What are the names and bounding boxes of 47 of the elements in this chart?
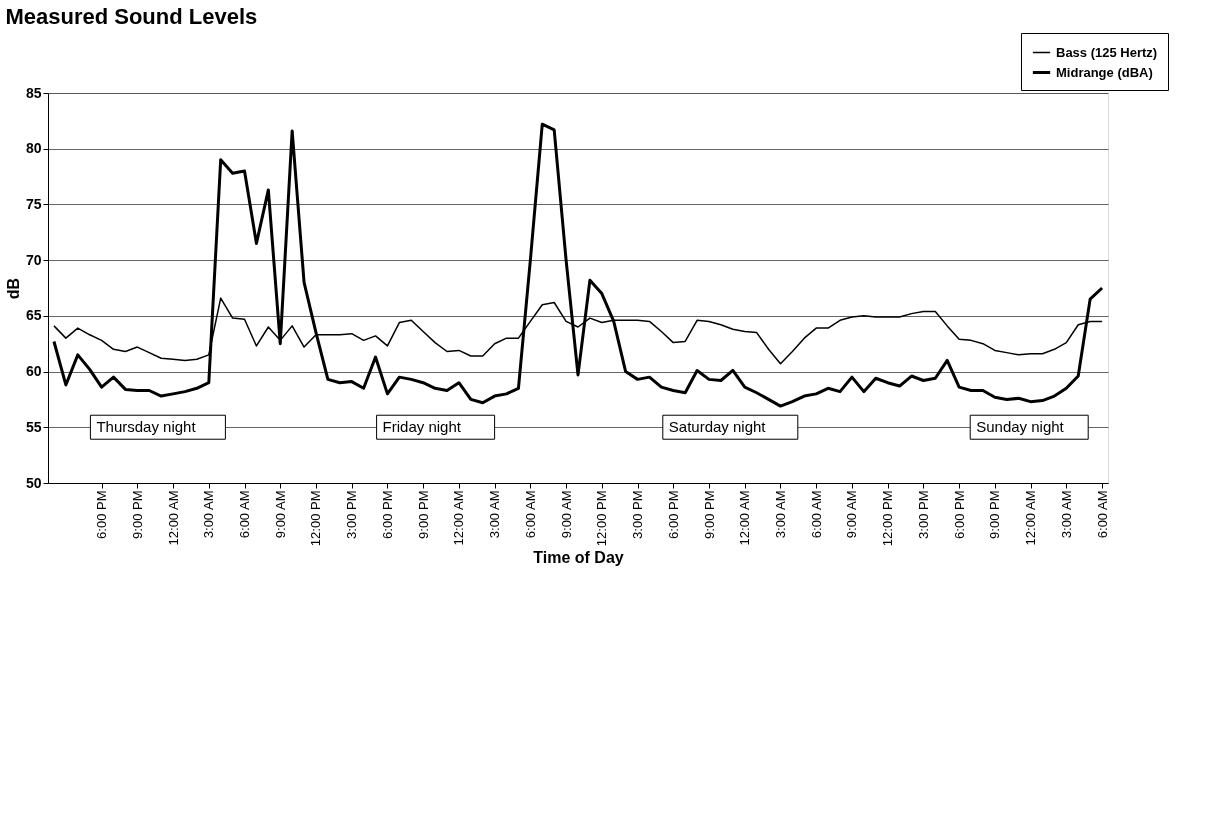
annotation: Sunday night — [976, 418, 1065, 436]
x-tick-label: 3:00 AM — [487, 490, 503, 539]
x-tick-label: 12:00 AM — [165, 490, 181, 546]
x-tick-label: 9:00 PM — [987, 490, 1003, 539]
x-axis-title: Time of Day — [533, 549, 624, 567]
x-tick-label: 9:00 PM — [415, 490, 431, 539]
y-tick-label: 60 — [25, 363, 42, 380]
x-tick-label: 12:00 AM — [451, 490, 467, 546]
x-tick-label: 12:00 AM — [1023, 490, 1039, 546]
x-tick-label: 9:00 AM — [558, 490, 574, 539]
annotation: Saturday night — [668, 418, 767, 436]
y-tick-label: 65 — [25, 307, 42, 324]
x-tick-label: 12:00 PM — [880, 490, 896, 547]
y-tick-label: 70 — [25, 251, 42, 268]
x-tick-label: 12:00 PM — [594, 490, 610, 547]
line-series — [52, 122, 1104, 408]
x-tick-label: 6:00 AM — [237, 490, 253, 539]
x-tick-label: 9:00 PM — [129, 490, 145, 539]
x-tick-label: 3:00 AM — [772, 490, 788, 539]
x-tick-label: 3:00 PM — [915, 490, 931, 539]
x-tick-label: 6:00 AM — [1094, 490, 1110, 539]
x-tick-label: 6:00 PM — [665, 490, 681, 539]
annotation: Thursday night — [96, 418, 197, 436]
y-axis-title: dB — [4, 277, 22, 300]
x-tick-label: 3:00 PM — [630, 490, 646, 539]
x-tick-label: 9:00 PM — [701, 490, 717, 539]
x-tick-label: 3:00 PM — [344, 490, 360, 539]
annotation: Friday night — [382, 418, 462, 436]
x-tick-label: 6:00 AM — [808, 490, 824, 539]
x-tick-label: 6:00 PM — [951, 490, 967, 539]
x-tick-label: 3:00 AM — [201, 490, 217, 539]
y-tick-label: 85 — [25, 84, 42, 101]
y-tick-label: 50 — [25, 474, 42, 491]
x-tick-label: 6:00 PM — [379, 490, 395, 539]
x-tick-label: 9:00 AM — [272, 490, 288, 539]
x-tick-label: 6:00 PM — [94, 490, 110, 539]
chart-title: Measured Sound Levels — [5, 3, 258, 29]
x-tick-label: 12:00 PM — [308, 490, 324, 547]
x-tick-label: 3:00 AM — [1058, 490, 1074, 539]
y-tick-label: 80 — [25, 140, 42, 157]
legend-label: Bass (125 Hertz) — [1056, 44, 1158, 60]
y-tick-label: 55 — [25, 418, 42, 435]
x-tick-label: 6:00 AM — [522, 490, 538, 539]
legend-label: Midrange (dBA) — [1056, 64, 1153, 80]
x-tick-label: 12:00 AM — [737, 490, 753, 546]
y-tick-label: 75 — [25, 195, 42, 212]
x-tick-label: 9:00 AM — [844, 490, 860, 539]
